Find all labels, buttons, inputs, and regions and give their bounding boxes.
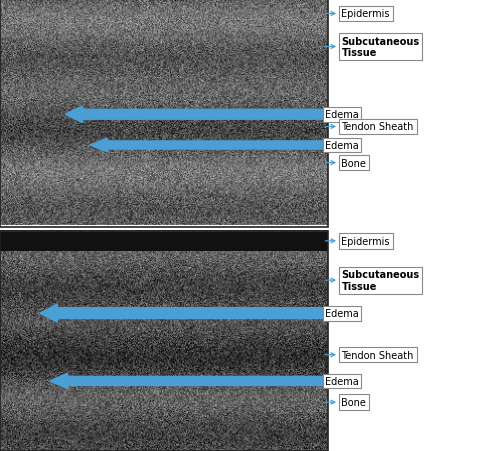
Text: Epidermis: Epidermis (342, 9, 390, 19)
Text: Edema: Edema (325, 308, 359, 318)
Bar (0, 231, 328, 451)
FancyArrow shape (90, 139, 322, 152)
Text: Subcutaneous
Tissue: Subcutaneous Tissue (342, 270, 419, 291)
FancyArrow shape (65, 106, 322, 124)
Text: Epidermis: Epidermis (342, 236, 390, 246)
Text: Tendon Sheath: Tendon Sheath (342, 122, 414, 132)
Bar (0, 233, 328, 252)
Text: Edema: Edema (325, 141, 359, 151)
Text: Subcutaneous
Tissue: Subcutaneous Tissue (342, 37, 419, 58)
FancyArrow shape (50, 373, 322, 389)
FancyArrow shape (40, 304, 323, 322)
Text: Edema: Edema (325, 376, 359, 386)
Text: Tendon Sheath: Tendon Sheath (342, 350, 414, 360)
Text: Bone: Bone (342, 397, 366, 407)
Text: Edema: Edema (325, 110, 359, 120)
Text: Bone: Bone (342, 158, 366, 168)
Bar (0, 0, 328, 228)
